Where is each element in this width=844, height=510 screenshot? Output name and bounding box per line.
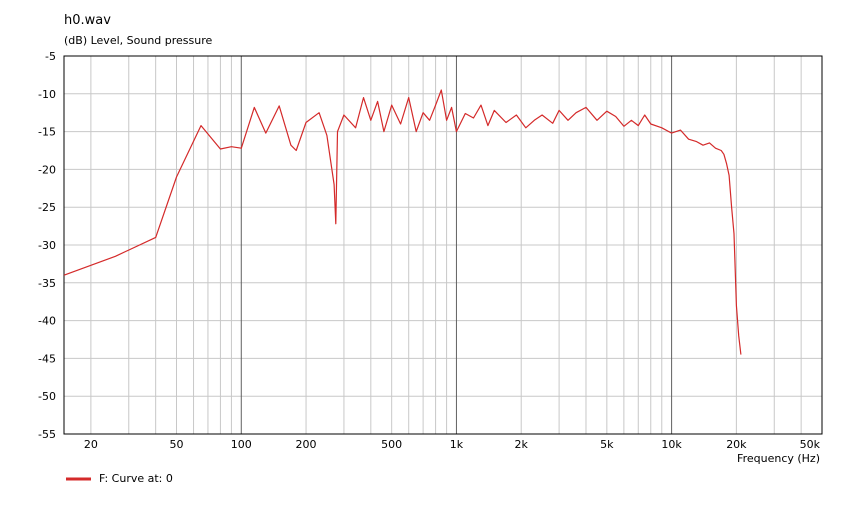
x-tick-label: 50k xyxy=(800,438,821,451)
y-tick-label: -15 xyxy=(38,126,56,139)
y-axis-ticks: -5 -10 -15 -20 -25 -30 -35 -40 -45 -50 -55 xyxy=(38,50,56,441)
x-tick-label: 20k xyxy=(726,438,747,451)
x-tick-label: 5k xyxy=(600,438,614,451)
y-tick-label: -45 xyxy=(38,352,56,365)
y-tick-label: -20 xyxy=(38,163,56,176)
y-tick-label: -5 xyxy=(45,50,56,63)
x-tick-label: 10k xyxy=(661,438,682,451)
x-tick-label: 500 xyxy=(381,438,402,451)
x-tick-label: 1k xyxy=(450,438,464,451)
y-tick-label: -25 xyxy=(38,201,56,214)
y-tick-label: -35 xyxy=(38,277,56,290)
series-line xyxy=(63,89,742,355)
chart-title: h0.wav xyxy=(64,13,111,28)
y-tick-label: -30 xyxy=(38,239,56,252)
grid xyxy=(64,55,822,435)
y-tick-label: -55 xyxy=(38,428,56,441)
x-tick-label: 100 xyxy=(231,438,252,451)
legend-label: F: Curve at: 0 xyxy=(99,472,173,485)
series-layer xyxy=(63,89,742,355)
x-axis-label: Frequency (Hz) xyxy=(737,452,820,465)
x-tick-label: 50 xyxy=(170,438,184,451)
y-axis-label: (dB) Level, Sound pressure xyxy=(64,34,213,47)
y-tick-label: -10 xyxy=(38,88,56,101)
y-tick-label: -50 xyxy=(38,390,56,403)
x-axis-ticks: 20 50 100 200 500 1k 2k 5k 10k 20k 50k xyxy=(84,438,821,451)
plot-frame xyxy=(63,55,823,435)
x-tick-label: 20 xyxy=(84,438,98,451)
y-tick-label: -40 xyxy=(38,315,56,328)
x-tick-label: 2k xyxy=(515,438,529,451)
x-tick-label: 200 xyxy=(296,438,317,451)
